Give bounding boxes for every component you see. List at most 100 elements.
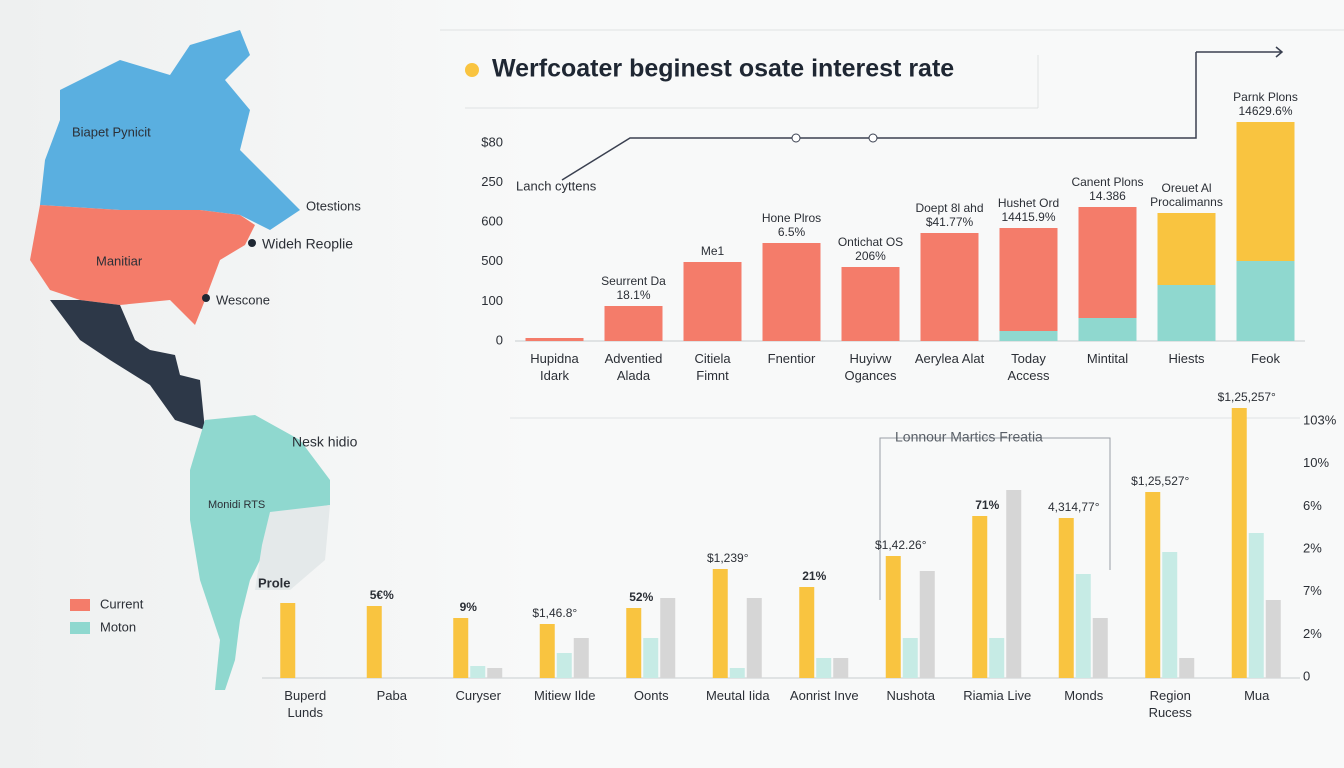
axis-label: 0 (496, 332, 503, 347)
bar (799, 587, 815, 678)
bar (1006, 490, 1022, 678)
bar-segment (1157, 285, 1216, 341)
bar (919, 571, 935, 678)
bar (833, 658, 849, 678)
bar-label: $1,239° (706, 551, 749, 565)
map-label: Prole (258, 575, 291, 590)
bar (885, 556, 901, 678)
x-tick-label: Mintital (1086, 351, 1129, 366)
bar-label: Oreuet Al Procalimanns (1150, 181, 1223, 209)
map (30, 30, 330, 690)
bar (366, 606, 382, 678)
x-tick-label: Today Access (1007, 351, 1050, 383)
region-south-north (50, 300, 205, 430)
bar-label: Hone Plros 6.5% (761, 211, 822, 239)
bar (1179, 658, 1195, 678)
bar (902, 638, 918, 678)
axis-label: 2% (1303, 540, 1322, 555)
region-south (190, 415, 330, 690)
region-north (40, 30, 300, 230)
bar (1092, 618, 1108, 678)
bar-label: $1,46.8° (532, 606, 578, 620)
map-marker (248, 239, 256, 247)
bar-segment (841, 267, 900, 341)
axis-label: 7% (1303, 583, 1322, 598)
bar-label: Canent Plons 14.386 (1071, 175, 1144, 203)
bar-label: $1,25,527° (1131, 474, 1190, 488)
legend-label: Moton (100, 619, 136, 634)
callout-line (879, 437, 1111, 600)
axis-label: 500 (481, 253, 503, 268)
bar-label: 5€% (369, 588, 394, 602)
arrow-node (791, 133, 801, 143)
bar-label: Parnk Plons 14629.6% (1233, 90, 1298, 118)
bar (643, 638, 659, 678)
x-tick-label: Nushota (886, 688, 935, 703)
bar-segment (525, 338, 584, 341)
x-tick-label: Paba (376, 688, 407, 703)
bar (660, 598, 676, 678)
bar-label: Seurrent Da 18.1% (601, 274, 666, 302)
bar (1075, 574, 1091, 678)
x-tick-label: Huyivw Ogances (844, 351, 897, 383)
bar (746, 598, 762, 678)
bar-segment (1236, 122, 1295, 261)
annotation: Lonnour Martics Freatia (895, 429, 1043, 445)
bar-label: 52% (629, 590, 654, 604)
bar (556, 653, 572, 678)
bar-label: $1,25,257° (1217, 390, 1276, 404)
map-label: Manitiar (96, 253, 143, 268)
axis-label: 100 (481, 293, 503, 308)
x-tick-label: Aerylea Alat (914, 351, 985, 366)
bar (1162, 552, 1178, 678)
x-tick-label: Adventied Alada (604, 351, 663, 383)
region-highlight (255, 505, 330, 590)
map-label: Otestions (306, 198, 361, 213)
x-tick-label: Riamia Live (963, 688, 1032, 703)
x-tick-label: Curyser (455, 688, 501, 703)
map-label: Wescone (216, 292, 270, 307)
bar (729, 668, 745, 678)
bar (712, 569, 728, 678)
axis-label: 0 (1303, 668, 1310, 683)
axis-label: 10% (1303, 455, 1329, 470)
legend-swatch (70, 599, 90, 611)
bar (1248, 533, 1264, 678)
bar-label: Hushet Ord 14415.9% (997, 196, 1060, 224)
x-tick-label: Aonrist Inve (789, 688, 859, 703)
x-tick-label: Monds (1064, 688, 1104, 703)
bar (626, 608, 642, 678)
bar-label: 9% (459, 600, 477, 614)
x-tick-label: Hupidna Idark (530, 351, 579, 383)
axis-label: 103% (1303, 412, 1337, 427)
bar-segment (999, 228, 1058, 331)
bar-label: 21% (802, 569, 827, 583)
bar-label: Doept 8l ahd $41.77% (915, 201, 984, 229)
bar-segment (1236, 261, 1295, 341)
bar-label: 71% (975, 498, 1000, 512)
bar-segment (1078, 207, 1137, 318)
x-tick-label: Feok (1251, 351, 1280, 366)
legend-swatch (70, 622, 90, 634)
x-tick-label: Buperd Lunds (284, 688, 327, 720)
bar-segment (1157, 213, 1216, 285)
x-tick-label: Meutal Iida (705, 688, 770, 703)
bar (487, 668, 503, 678)
annotation: Lanch cyttens (516, 178, 597, 193)
bar (453, 618, 469, 678)
bar (1058, 518, 1074, 678)
arrow-node (868, 133, 878, 143)
bar (573, 638, 589, 678)
map-label: Monidi RTS (208, 499, 265, 511)
x-tick-label: Fnentior (767, 351, 816, 366)
axis-label: 2% (1303, 626, 1322, 641)
bar (280, 603, 296, 678)
bar (539, 624, 555, 678)
bar (470, 666, 486, 678)
chart-title: Werfcoater beginest osate interest rate (492, 55, 954, 83)
bar (1265, 600, 1281, 678)
x-tick-label: Hiests (1168, 351, 1205, 366)
map-label: Wideh Reoplie (262, 236, 353, 252)
